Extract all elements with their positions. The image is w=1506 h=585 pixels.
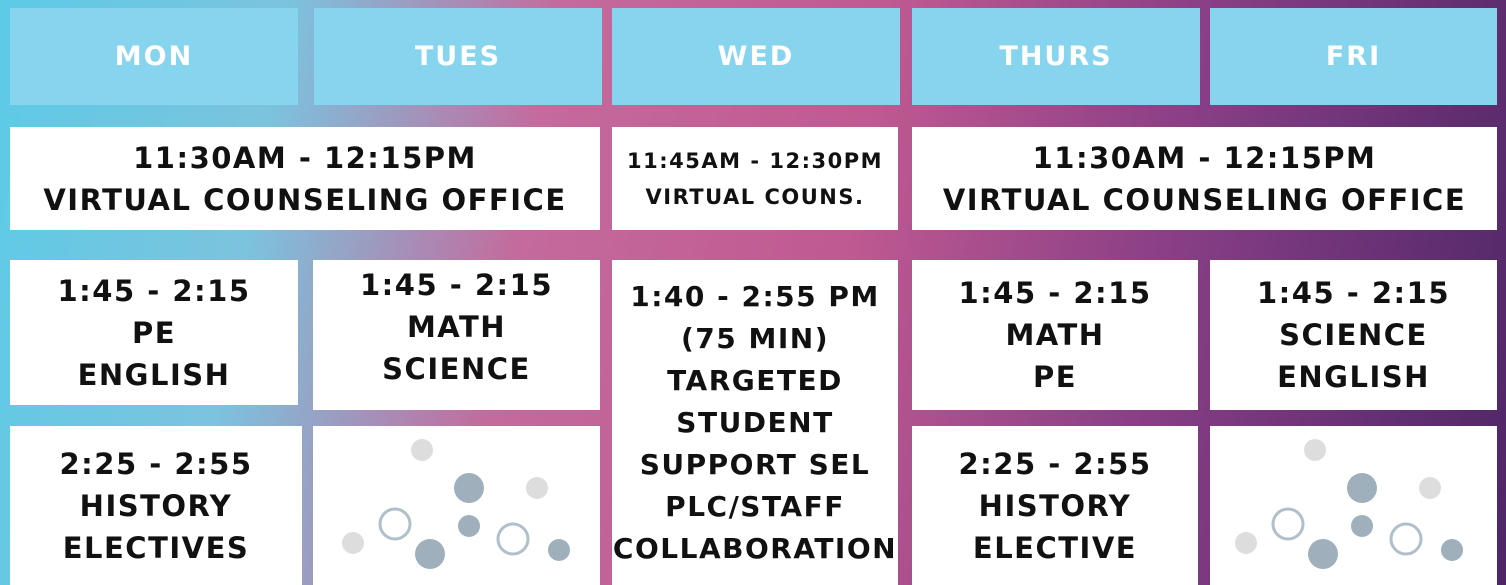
session-block: 2:25 - 2:55 HISTORY ELECTIVE: [912, 426, 1198, 585]
block-line: 1:45 - 2:15: [958, 276, 1152, 310]
session-block: 1:45 - 2:15 SCIENCE ENGLISH: [1210, 260, 1497, 410]
block-line: ENGLISH: [1277, 360, 1430, 394]
block-line: VIRTUAL COUNSELING OFFICE: [942, 182, 1467, 217]
block-line: SCIENCE: [1279, 318, 1428, 352]
block-line: STUDENT: [676, 405, 834, 439]
day-header: MON: [10, 8, 298, 105]
block-line: SCIENCE: [382, 352, 531, 386]
block-line: VIRTUAL COUNSELING OFFICE: [43, 182, 567, 217]
block-line: 11:30AM - 12:15PM: [133, 140, 477, 175]
day-header: TUES: [314, 8, 602, 105]
counseling-block: 11:45AM - 12:30PM VIRTUAL COUNS.: [612, 127, 898, 230]
day-header: FRI: [1210, 8, 1497, 105]
block-line: SUPPORT SEL: [639, 447, 871, 481]
block-line: 1:45 - 2:15: [1257, 276, 1450, 310]
day-header: THURS: [912, 8, 1200, 105]
block-line: ELECTIVES: [62, 530, 250, 565]
block-line: MATH: [406, 310, 507, 344]
block-line: (75 MIN): [680, 321, 830, 355]
block-line: VIRTUAL COUNS.: [645, 184, 865, 209]
block-line: COLLABORATION: [612, 531, 898, 565]
block-line: 1:40 - 2:55 PM: [630, 279, 880, 313]
counseling-block: 11:30AM - 12:15PM VIRTUAL COUNSELING OFFI…: [10, 127, 600, 230]
block-line: 1:45 - 2:15: [57, 273, 251, 308]
block-line: 11:30AM - 12:15PM: [1032, 140, 1377, 175]
block-line: 11:45AM - 12:30PM: [627, 148, 883, 173]
block-line: 2:25 - 2:55: [958, 446, 1152, 481]
decoration: [313, 426, 600, 585]
decoration: [1210, 426, 1497, 585]
block-line: TARGETED: [667, 363, 843, 397]
session-block: 1:45 - 2:15 MATH PE: [912, 260, 1198, 410]
block-line: 2:25 - 2:55: [59, 446, 253, 481]
block-line: 1:45 - 2:15: [360, 268, 553, 302]
block-line: PE: [1032, 360, 1078, 394]
block-line: HISTORY: [79, 488, 233, 523]
session-block: 2:25 - 2:55 HISTORY ELECTIVES: [10, 426, 302, 585]
day-header: WED: [612, 8, 900, 105]
counseling-block: 11:30AM - 12:15PM VIRTUAL COUNSELING OFFI…: [912, 127, 1497, 230]
block-line: MATH: [1005, 318, 1105, 352]
block-line: ENGLISH: [77, 357, 231, 392]
session-block: 1:40 - 2:55 PM (75 MIN) TARGETED STUDENT SUP…: [612, 260, 898, 585]
block-line: PLC/STAFF: [665, 489, 845, 523]
block-line: PE: [131, 315, 177, 350]
block-line: ELECTIVE: [972, 530, 1138, 565]
block-line: HISTORY: [978, 488, 1132, 523]
session-block: 1:45 - 2:15 PE ENGLISH: [10, 260, 298, 405]
session-block: 1:45 - 2:15 MATH SCIENCE: [313, 260, 600, 410]
